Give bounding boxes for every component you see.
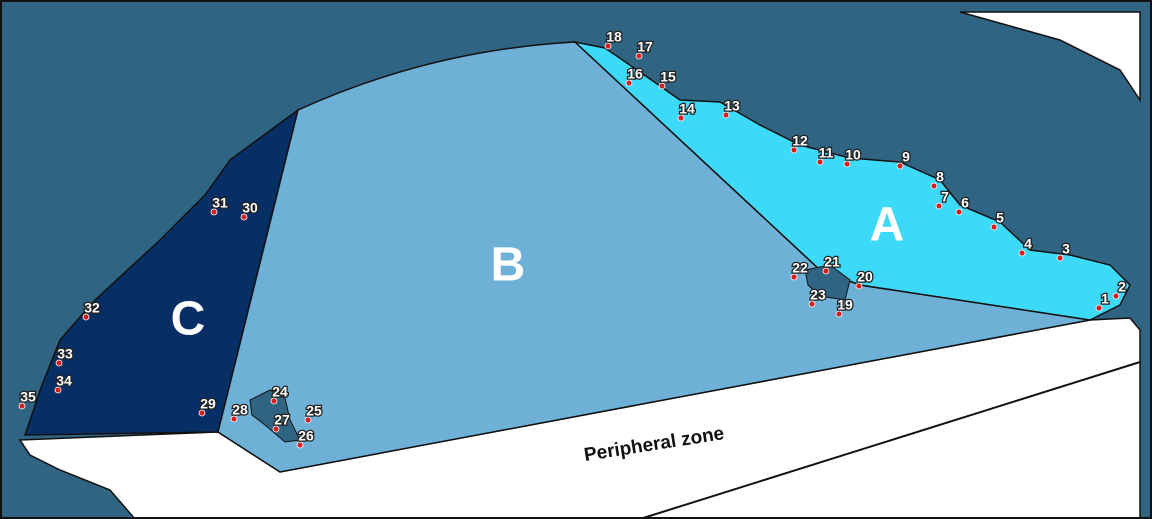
station-label: 23 <box>810 287 826 303</box>
station-dot <box>808 300 816 308</box>
zone-label: B <box>491 239 526 292</box>
station-label: 34 <box>56 373 72 389</box>
station-dot <box>1056 254 1064 262</box>
station-dot <box>822 267 830 275</box>
station-label: 9 <box>902 149 910 165</box>
station-dot <box>304 416 312 424</box>
station-label: 29 <box>200 396 216 412</box>
station-dot <box>843 160 851 168</box>
station-dot <box>604 42 612 50</box>
station-label: 27 <box>274 412 290 428</box>
station-label: 2 <box>1118 279 1126 295</box>
station-label: 5 <box>996 210 1004 226</box>
station-label: 24 <box>272 384 288 400</box>
station-label: 13 <box>724 98 740 114</box>
zone-a-area <box>572 40 1131 321</box>
station-dot <box>835 310 843 318</box>
station-label: 3 <box>1062 241 1070 257</box>
station-dot <box>722 111 730 119</box>
station-label: 6 <box>961 195 969 211</box>
station-label: 7 <box>941 189 949 205</box>
station-label: 4 <box>1024 236 1032 252</box>
station-dot <box>935 202 943 210</box>
station-label: 31 <box>212 195 228 211</box>
station-dot <box>240 213 248 221</box>
station-label: 26 <box>298 428 314 444</box>
station-dot <box>790 146 798 154</box>
station-label: 8 <box>936 169 944 185</box>
station-label: 19 <box>837 297 853 313</box>
station-label: 12 <box>792 133 808 149</box>
station-dot <box>658 82 666 90</box>
island <box>249 389 301 443</box>
station-dot <box>198 409 206 417</box>
station-label: 16 <box>627 66 643 82</box>
zone-label: C <box>171 293 206 346</box>
station-label: 33 <box>57 346 73 362</box>
station-label: 35 <box>20 389 36 405</box>
zone-c-area <box>23 108 300 436</box>
zone-label: A <box>870 199 905 252</box>
station-dot <box>55 359 63 367</box>
station-label: 10 <box>845 147 861 163</box>
station-dot <box>1095 304 1103 312</box>
station-dot <box>272 425 280 433</box>
station-dot <box>82 313 90 321</box>
station-dot <box>270 397 278 405</box>
station-dot <box>230 415 238 423</box>
station-label: 22 <box>792 260 808 276</box>
station-label: 15 <box>660 69 676 85</box>
station-label: 30 <box>242 200 258 216</box>
station-dot <box>54 386 62 394</box>
station-dot <box>1112 292 1120 300</box>
station-label: 14 <box>679 101 695 117</box>
station-dot <box>816 158 824 166</box>
station-dot <box>790 273 798 281</box>
station-label: 18 <box>606 29 622 45</box>
station-dot <box>677 114 685 122</box>
station-dot <box>625 79 633 87</box>
station-dot <box>930 182 938 190</box>
station-label: 1 <box>1101 291 1109 307</box>
boundary-line <box>639 361 1141 519</box>
station-label: 17 <box>637 39 653 55</box>
station-dot <box>990 223 998 231</box>
station-dot <box>210 208 218 216</box>
station-dot <box>955 208 963 216</box>
station-label: 20 <box>857 269 873 285</box>
station-dot <box>1018 249 1026 257</box>
station-dot <box>18 402 26 410</box>
station-dot <box>855 282 863 290</box>
island <box>804 264 851 301</box>
station-label: 28 <box>232 402 248 418</box>
sea-north <box>959 11 1141 103</box>
station-label: 21 <box>824 254 840 270</box>
station-label: 32 <box>84 300 100 316</box>
station-label: 25 <box>306 403 322 419</box>
station-dot <box>296 441 304 449</box>
station-dot <box>635 52 643 60</box>
station-dot <box>896 162 904 170</box>
station-label: 11 <box>819 145 834 161</box>
